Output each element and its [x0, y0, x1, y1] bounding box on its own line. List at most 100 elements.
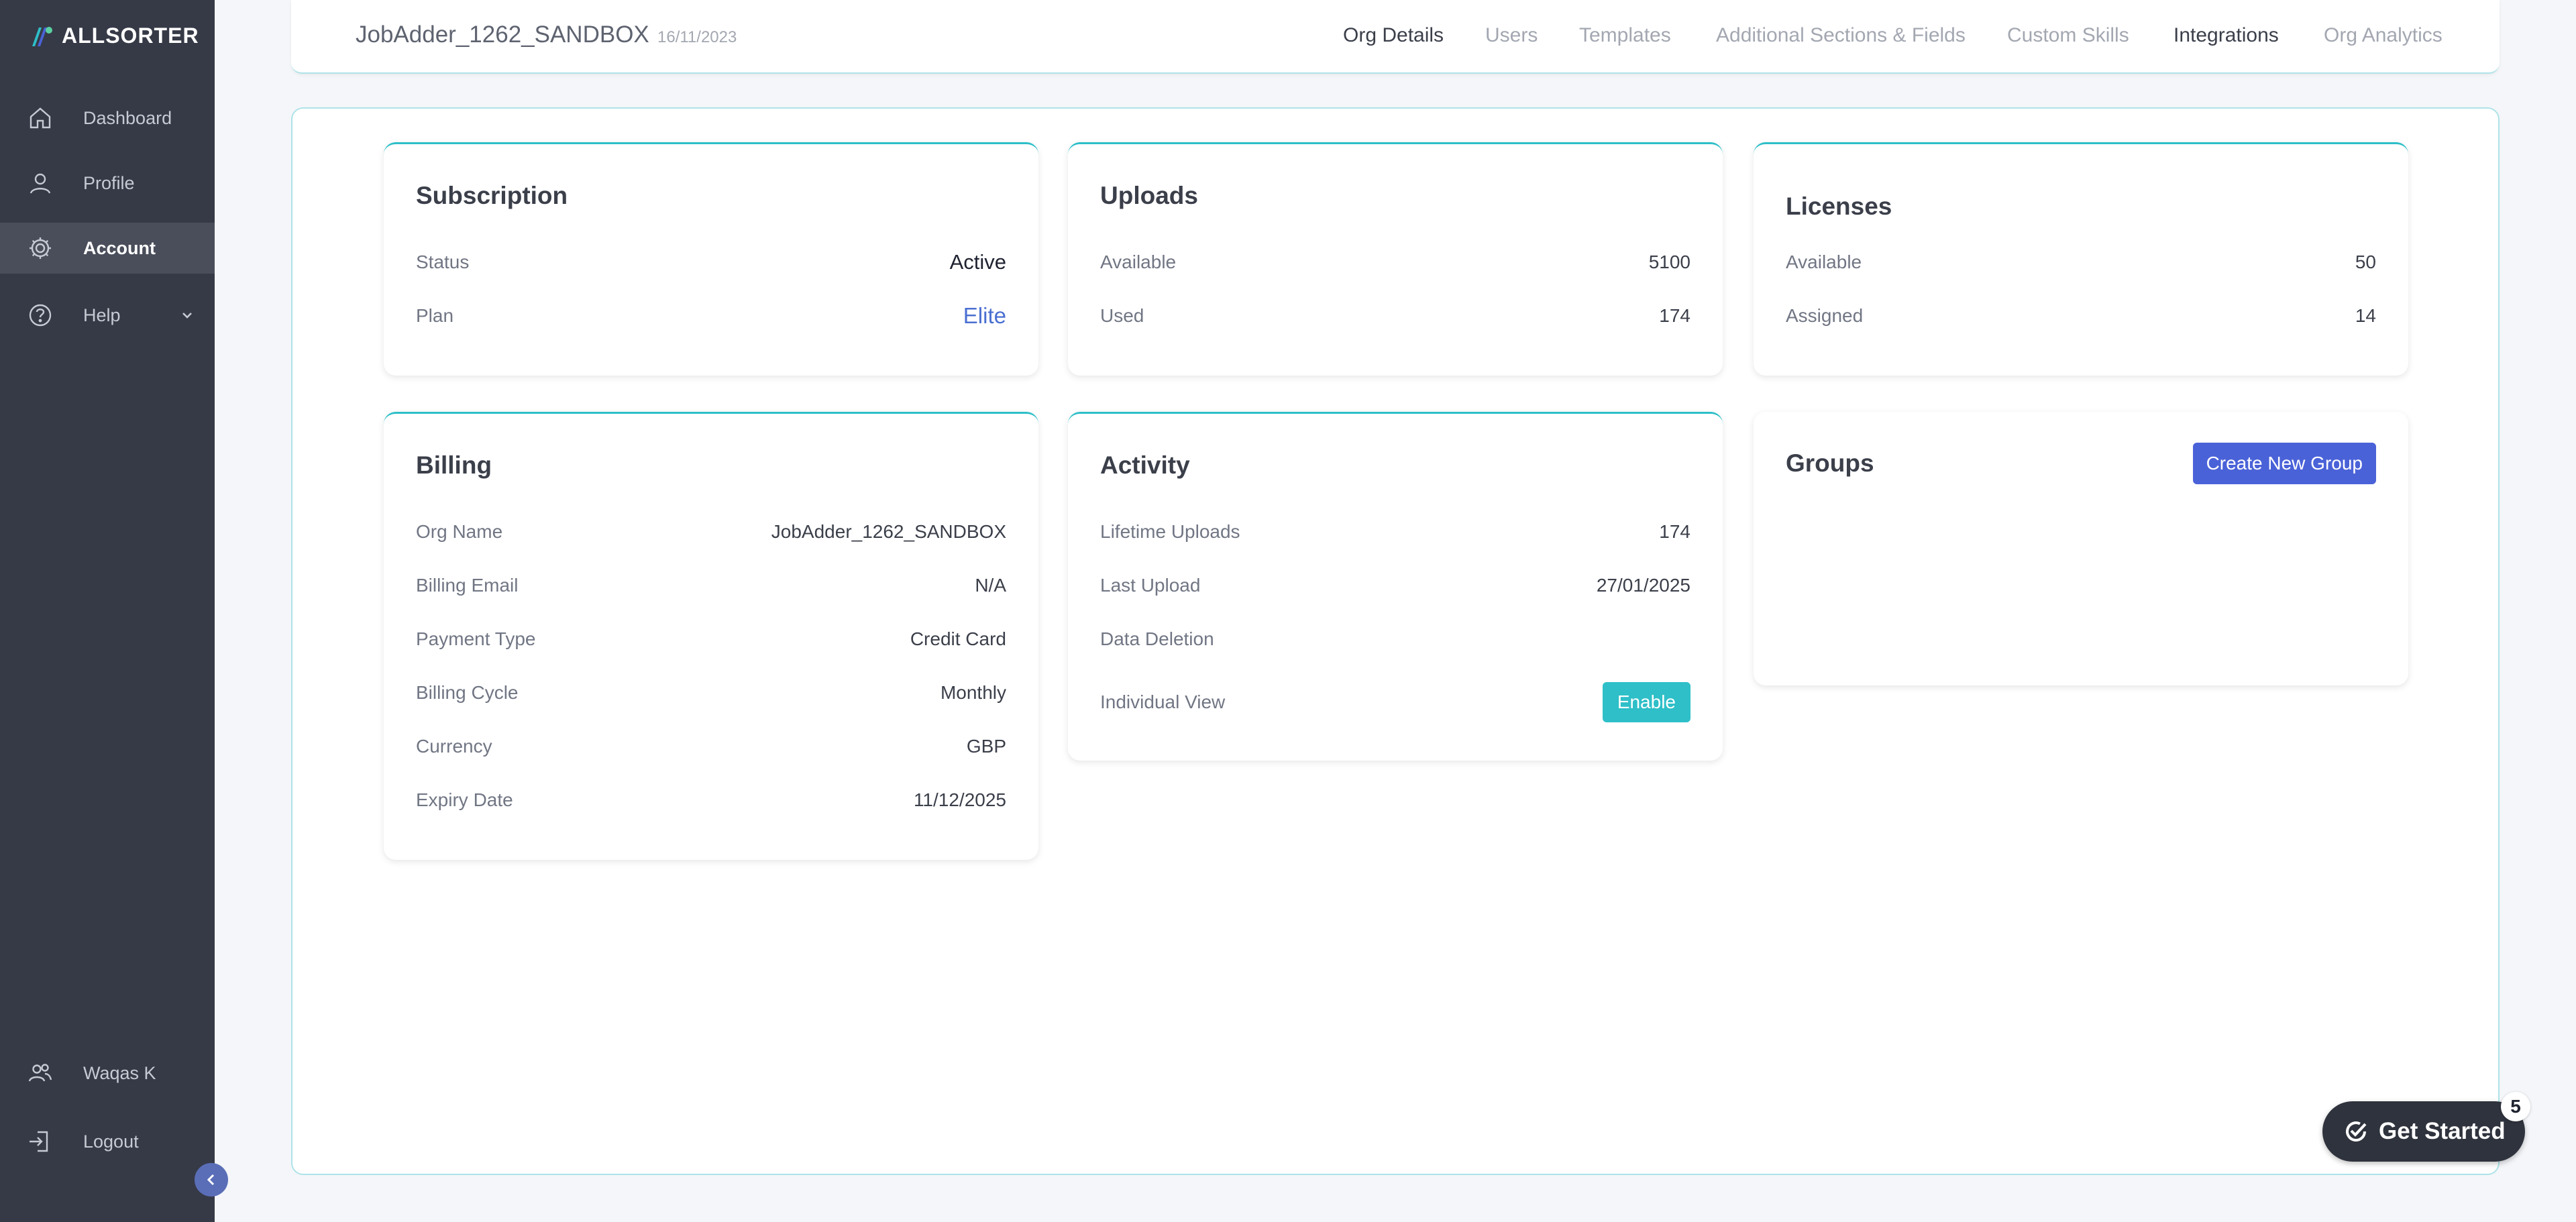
sidebar-item-label: Help: [83, 304, 121, 325]
licenses-available-row: Available 50: [1786, 249, 2376, 276]
card-title: Groups: [1786, 449, 1874, 477]
licenses-assigned-row: Assigned 14: [1786, 302, 2376, 329]
licenses-card: Licenses Available 50 Assigned 14: [1754, 142, 2408, 376]
users-icon: [28, 1064, 52, 1082]
row-label: Expiry Date: [416, 789, 513, 810]
home-icon: [30, 107, 51, 129]
sidebar-item-label: Logout: [83, 1131, 139, 1152]
row-label: Currency: [416, 736, 492, 757]
row-label: Available: [1786, 252, 1862, 272]
uploads-card: Uploads Available 5100 Used 174: [1068, 142, 1723, 376]
get-started-label: Get Started: [2379, 1118, 2506, 1144]
card-title: Subscription: [416, 182, 568, 209]
row-label: Last Upload: [1100, 575, 1201, 596]
tab-additional-sections[interactable]: Additional Sections & Fields: [1716, 24, 1966, 46]
sidebar-item-logout[interactable]: Logout: [0, 1116, 215, 1167]
billing-row: Billing Email N/A: [416, 572, 1006, 599]
row-value: 27/01/2025: [1596, 575, 1690, 596]
sidebar-item-label: Profile: [83, 172, 135, 193]
row-value: Credit Card: [910, 628, 1006, 649]
sidebar: ALLSORTER Dashboard Profile Account Help: [0, 0, 228, 1222]
row-label: Billing Email: [416, 575, 519, 596]
row-value: Monthly: [940, 682, 1006, 703]
row-value: 50: [2355, 252, 2376, 272]
subscription-card: Subscription Status Active Plan Elite: [384, 142, 1038, 376]
activity-individual-view-row: Individual View Enable: [1100, 679, 1690, 725]
row-label: Plan: [416, 305, 454, 326]
logout-icon: [30, 1131, 48, 1152]
card-title: Uploads: [1100, 182, 1198, 209]
get-started-count-badge: 5: [2501, 1092, 2530, 1121]
plan-link[interactable]: Elite: [963, 303, 1006, 328]
activity-card: Activity Lifetime Uploads 174 Last Uploa…: [1068, 412, 1723, 761]
row-label: Data Deletion: [1100, 628, 1214, 649]
tab-integrations[interactable]: Integrations: [2174, 24, 2279, 46]
sidebar-item-help[interactable]: Help: [0, 290, 215, 341]
row-value: 5100: [1648, 252, 1690, 272]
card-title: Activity: [1100, 451, 1190, 479]
create-new-group-button[interactable]: Create New Group: [2192, 443, 2376, 484]
row-value: 11/12/2025: [913, 789, 1006, 810]
collapse-sidebar-button[interactable]: [195, 1163, 228, 1197]
row-label: Status: [416, 252, 470, 272]
chevron-down-icon[interactable]: [178, 307, 196, 324]
row-value: 14: [2355, 305, 2376, 326]
user-name: Waqas K: [83, 1062, 156, 1083]
billing-row: Expiry Date 11/12/2025: [416, 787, 1006, 814]
brand-name: ALLSORTER: [62, 23, 199, 48]
row-label: Available: [1100, 252, 1177, 272]
sidebar-item-profile[interactable]: Profile: [0, 158, 215, 209]
row-value: 174: [1659, 521, 1690, 542]
sidebar-item-dashboard[interactable]: Dashboard: [0, 93, 215, 144]
billing-row: Billing Cycle Monthly: [416, 679, 1006, 706]
enable-button[interactable]: Enable: [1602, 682, 1690, 722]
check-circle-icon: [2346, 1121, 2367, 1142]
org-title: JobAdder_1262_SANDBOX: [356, 21, 649, 48]
get-started-button[interactable]: Get Started: [2322, 1101, 2525, 1162]
groups-card: Groups Create New Group: [1754, 412, 2408, 685]
brand-logo[interactable]: ALLSORTER: [27, 20, 199, 51]
row-label: Lifetime Uploads: [1100, 521, 1240, 542]
sidebar-item-label: Account: [83, 237, 156, 258]
row-label: Individual View: [1100, 691, 1226, 712]
billing-row: Org Name JobAdder_1262_SANDBOX: [416, 518, 1006, 545]
card-title: Licenses: [1786, 192, 1892, 220]
row-value: JobAdder_1262_SANDBOX: [771, 521, 1006, 542]
tab-org-details[interactable]: Org Details: [1343, 24, 1444, 46]
row-label: Assigned: [1786, 305, 1864, 326]
status-value: Active: [949, 250, 1006, 274]
row-label: Billing Cycle: [416, 682, 519, 703]
org-details-panel: Subscription Status Active Plan Elite Up…: [291, 107, 2500, 1175]
row-value: GBP: [966, 736, 1006, 757]
org-created-date: 16/11/2023: [657, 28, 737, 46]
row-value: 174: [1659, 305, 1690, 326]
gear-icon: [30, 237, 51, 259]
tab-users[interactable]: Users: [1485, 24, 1538, 46]
subscription-plan-row: Plan Elite: [416, 302, 1006, 329]
tab-custom-skills[interactable]: Custom Skills: [2007, 24, 2129, 46]
activity-last-upload-row: Last Upload 27/01/2025: [1100, 572, 1690, 599]
billing-card: Billing Org Name JobAdder_1262_SANDBOX B…: [384, 412, 1038, 860]
allsorter-logo-icon: [32, 27, 52, 46]
sidebar-item-user[interactable]: Waqas K: [0, 1048, 215, 1099]
chevron-left-icon: [207, 1174, 215, 1186]
sidebar-item-label: Dashboard: [83, 107, 172, 128]
activity-data-deletion-row: Data Deletion: [1100, 626, 1690, 653]
user-icon: [30, 173, 51, 194]
row-value: N/A: [975, 575, 1006, 596]
card-title: Billing: [416, 451, 492, 479]
row-label: Payment Type: [416, 628, 536, 649]
tab-templates[interactable]: Templates: [1579, 24, 1671, 46]
billing-row: Payment Type Credit Card: [416, 626, 1006, 653]
uploads-used-row: Used 174: [1100, 302, 1690, 329]
billing-row: Currency GBP: [416, 733, 1006, 760]
subscription-status-row: Status Active: [416, 249, 1006, 276]
row-label: Used: [1100, 305, 1144, 326]
help-circle-icon: [29, 304, 52, 327]
sidebar-item-account[interactable]: Account: [0, 223, 215, 274]
org-header: JobAdder_1262_SANDBOX 16/11/2023 Org Det…: [291, 0, 2500, 74]
uploads-available-row: Available 5100: [1100, 249, 1690, 276]
org-tabs: Org Details Users Templates Additional S…: [291, 24, 2500, 51]
tab-org-analytics[interactable]: Org Analytics: [2324, 24, 2443, 46]
row-label: Org Name: [416, 521, 503, 542]
